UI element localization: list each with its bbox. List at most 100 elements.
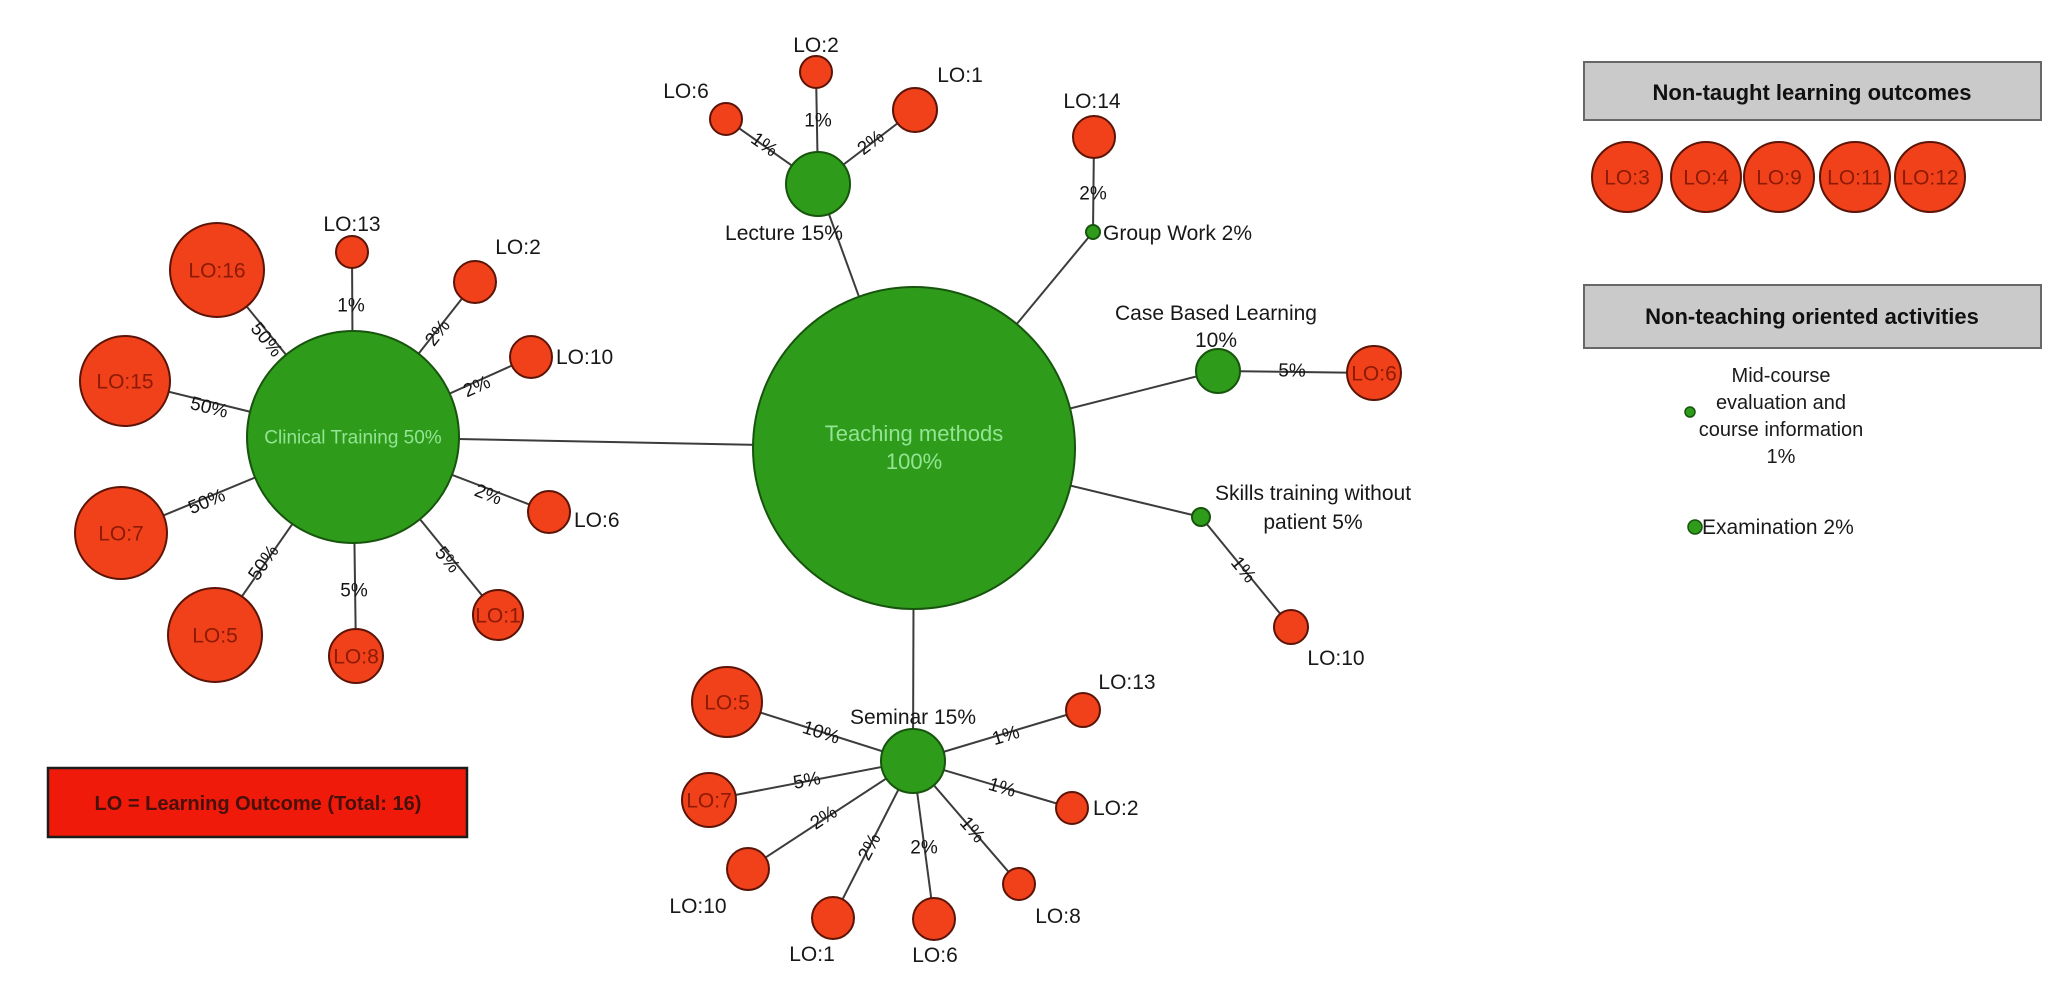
node-label-lo13c: LO:13 (323, 213, 380, 236)
midcourse-label-line-1: Mid-course (1732, 365, 1831, 387)
legend-outcome-node-lo12 (1894, 141, 1966, 213)
outcome-node-lo7s (681, 772, 737, 828)
activity-node-groupwork (1085, 224, 1101, 240)
outcome-node-lo5c (167, 587, 263, 683)
activity-node-teaching (752, 286, 1076, 610)
edge-seminar-lo7s (708, 760, 914, 801)
outcome-node-lo10se (726, 847, 770, 891)
edge-label-clinical-lo15c: 50% (188, 393, 230, 422)
non-teaching-title: Non-teaching oriented activities (1645, 304, 1979, 329)
outcome-node-lo13s (1065, 692, 1101, 728)
node-label-lo1c: LO:1 (475, 604, 521, 627)
non-taught-title: Non-taught learning outcomes (1653, 80, 1972, 105)
node-label-lo6l: LO:6 (663, 80, 709, 103)
node-label-lo11: LO:11 (1827, 166, 1883, 189)
node-label-lo5c: LO:5 (192, 624, 238, 647)
node-label-lo14: LO:14 (1063, 90, 1121, 113)
legend-outcome-node-lo4 (1670, 141, 1742, 213)
edge-label-seminar-lo13s: 1% (990, 722, 1022, 750)
node-label-groupwork: Group Work 2% (1103, 222, 1252, 245)
node-label-lo2s: LO:2 (1093, 797, 1139, 820)
node-label-lo2l: LO:2 (793, 34, 839, 57)
node-label-cbl: Case Based Learning 10% (1115, 302, 1317, 352)
activity-node-lecture (785, 151, 851, 217)
node-label-lo10se: LO:10 (669, 895, 726, 918)
node-label-teaching: Teaching methods 100% (825, 421, 1004, 474)
node-label-seminar: Seminar 15% (850, 706, 976, 729)
outcome-node-lo6cb (1346, 345, 1402, 401)
node-label-lo16: LO:16 (188, 259, 245, 282)
outcome-node-lo2l (799, 55, 833, 89)
legend-outcome-node-lo3 (1591, 141, 1663, 213)
node-label-lo7s: LO:7 (686, 789, 732, 812)
node-label-lo12: LO:12 (1901, 166, 1958, 189)
outcome-node-lo13c (335, 235, 369, 269)
edge-label-lecture-lo2l: 1% (804, 111, 832, 132)
outcome-node-lo14 (1072, 115, 1116, 159)
legend-non-teaching: Non-teaching oriented activities Mid-cou… (1583, 284, 2042, 539)
node-label-lecture: Lecture 15% (725, 222, 843, 245)
legend-outcome-node-lo9 (1743, 141, 1815, 213)
node-label-lo6c: LO:6 (574, 509, 620, 532)
outcome-node-lo2s (1055, 791, 1089, 825)
node-label-lo7c: LO:7 (98, 522, 144, 545)
edge-label-lecture-lo6l: 1% (747, 129, 782, 162)
node-label-lo2c: LO:2 (495, 236, 541, 259)
non-teaching-header-box (1583, 284, 2042, 349)
outcome-node-lo15c (79, 335, 171, 427)
activity-node-clinical (246, 330, 460, 544)
node-label-lo10c: LO:10 (556, 346, 613, 369)
edge-label-seminar-lo1s: 2% (854, 830, 885, 864)
node-label-lo6s: LO:6 (912, 944, 958, 967)
outcome-node-lo10c (509, 335, 553, 379)
node-label-lo8s: LO:8 (1035, 905, 1081, 928)
edge-label-seminar-lo5s: 10% (800, 717, 843, 749)
key-box (46, 766, 469, 839)
midcourse-label-line-4: 1% (1767, 446, 1796, 468)
node-label-skills: Skills training without patient 5% (1215, 482, 1411, 534)
node-label-lo13s: LO:13 (1098, 671, 1155, 694)
edge-label-seminar-lo2s: 1% (986, 774, 1018, 802)
graph-layer: 50% 1% 2% 2% 2% 5% 5% 50% 50% 50% 1% 1% 2% 2% 5% 1% 10% 5… (74, 34, 1966, 967)
node-label-lo1l: LO:1 (937, 64, 983, 87)
activity-node-seminar (880, 728, 946, 794)
node-label-lo15c: LO:15 (96, 370, 153, 393)
examination-dot (1687, 519, 1703, 535)
midcourse-label-line-2: evaluation and (1716, 392, 1846, 414)
edge-label-cbl-lo6cb: 5% (1278, 360, 1306, 381)
edge-label-clinical-lo5c: 50% (245, 541, 284, 584)
node-label-lo6cb: LO:6 (1351, 362, 1397, 385)
legend-non-taught: Non-taught learning outcomes (1583, 61, 2042, 121)
edge-label-clinical-lo8c: 5% (340, 581, 368, 602)
outcome-node-lo7c (74, 486, 168, 580)
node-label-clinical: Clinical Training 50% (264, 428, 442, 449)
edge-label-seminar-lo10se: 2% (807, 802, 842, 835)
edge-label-clinical-lo7c: 50% (185, 485, 228, 519)
key-box-group: LO = Learning Outcome (Total: 16) (46, 766, 469, 839)
node-label-lo8c: LO:8 (333, 645, 379, 668)
edge-label-clinical-lo6c: 2% (471, 480, 504, 509)
edge-label-groupwork-lo14: 2% (1079, 184, 1107, 205)
edge-label-lecture-lo1l: 2% (854, 126, 889, 159)
midcourse-label-line-3: course information (1699, 419, 1864, 441)
outcome-node-lo5s (691, 666, 763, 738)
outcome-node-lo1c (472, 589, 524, 641)
edge-label-clinical-lo16: 50% (246, 319, 286, 362)
outcome-node-lo1l (892, 87, 938, 133)
edge-label-clinical-lo1c: 5% (430, 543, 464, 578)
outcome-node-lo2c (453, 260, 497, 304)
outcome-node-lo10s (1273, 609, 1309, 645)
node-label-lo4: LO:4 (1683, 166, 1729, 189)
outcome-node-lo1s (811, 896, 855, 940)
examination-label: Examination 2% (1702, 516, 1854, 539)
outcome-node-lo16 (169, 222, 265, 318)
outcome-node-lo6s (912, 897, 956, 941)
key-box-text: LO = Learning Outcome (Total: 16) (95, 793, 422, 815)
node-label-lo10s: LO:10 (1307, 647, 1364, 670)
edge-label-clinical-lo13c: 1% (337, 296, 365, 317)
outcome-node-lo8s (1002, 867, 1036, 901)
outcome-node-lo8c (328, 628, 384, 684)
outcome-node-lo6l (709, 102, 743, 136)
